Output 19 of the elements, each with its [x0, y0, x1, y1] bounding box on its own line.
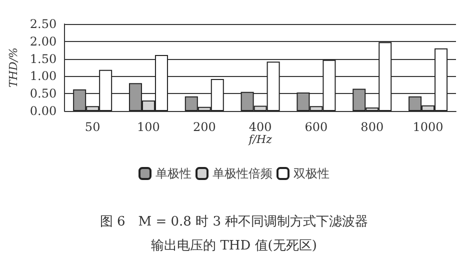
x-tick-label: 50	[84, 120, 100, 134]
legend-label: 双极性	[294, 166, 330, 180]
y-tick-label: 2.00	[30, 34, 57, 48]
y-tick-label: 2.50	[30, 17, 57, 31]
x-axis-title: f/Hz	[248, 132, 272, 146]
y-tick-label: 1.00	[30, 69, 57, 84]
x-tick-label: 100	[137, 120, 160, 134]
x-tick-label: 1000	[412, 120, 444, 134]
x-tick-label: 600	[304, 120, 328, 134]
x-tick-label: 800	[360, 120, 384, 134]
y-tick-label: 0.00	[30, 104, 57, 118]
legend-label: 单极性倍频	[212, 166, 272, 180]
y-axis-title: THD/%	[7, 48, 20, 88]
y-tick-label: 1.50	[30, 52, 57, 66]
x-tick-label: 400	[248, 120, 272, 134]
text: 图 6 M = 0.8 时 3 种不同调制方式下滤波器输出电压的 THD 值(无死区)	[100, 214, 368, 254]
legend-label: 单极性	[156, 166, 192, 180]
x-tick-label: 200	[192, 120, 216, 134]
y-tick-label: 0.50	[30, 86, 57, 101]
